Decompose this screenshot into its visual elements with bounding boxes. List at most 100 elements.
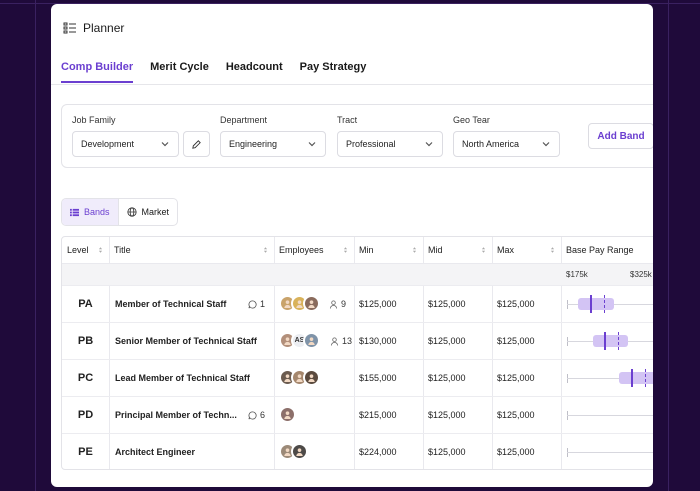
range-scale-row: $175k $325k (62, 264, 653, 285)
range-marker (589, 295, 592, 313)
min-cell: $155,000 (359, 373, 397, 383)
person-icon (284, 337, 291, 345)
table-row[interactable]: PE Architect Engineer $224,000 $125,000 $12… (62, 433, 653, 469)
add-band-button[interactable]: Add Band (588, 123, 653, 149)
employee-avatars[interactable] (279, 369, 320, 386)
header-base-pay-range: Base Pay Range (561, 237, 653, 263)
geo-tier-value: North America (462, 139, 520, 149)
range-tick-min: $175k (566, 270, 588, 279)
sort-icon (343, 247, 348, 253)
geo-tier-select[interactable]: North America (453, 131, 560, 157)
column-divider (274, 237, 275, 469)
header-level-label: Level (67, 245, 89, 255)
table-row[interactable]: PC Lead Member of Technical Staff $155,00… (62, 359, 653, 396)
person-icon (296, 448, 303, 456)
job-family-filter: Job Family Development (72, 115, 179, 157)
department-filter: Department Engineering (220, 115, 326, 157)
edit-job-family-button[interactable] (183, 131, 210, 157)
tab-merit-cycle[interactable]: Merit Cycle (150, 61, 209, 73)
title-cell[interactable]: Principal Member of Techn... (115, 410, 237, 420)
range-marker (630, 369, 633, 387)
avatar (279, 406, 296, 423)
column-divider (109, 237, 110, 469)
person-icon (308, 300, 315, 308)
level-cell: PE (78, 446, 93, 458)
max-cell: $125,000 (497, 447, 535, 457)
header-level[interactable]: Level (62, 237, 109, 263)
employee-avatars[interactable] (279, 443, 308, 460)
employee-avatars[interactable] (279, 295, 320, 312)
employee-count-value: 9 (341, 299, 347, 309)
range-track (567, 452, 653, 453)
chevron-down-icon (161, 142, 169, 147)
range-midpoint (604, 295, 606, 313)
bands-label: Bands (84, 207, 110, 217)
person-icon (284, 411, 291, 419)
tab-pay-strategy[interactable]: Pay Strategy (299, 61, 367, 73)
mid-cell: $125,000 (428, 373, 466, 383)
person-icon (284, 448, 291, 456)
table-row[interactable]: PB Senior Member of Technical Staff AS 13… (62, 322, 653, 359)
job-family-label: Job Family (72, 115, 116, 125)
market-toggle[interactable]: Market (117, 199, 178, 225)
planner-panel: Planner Comp Builder Merit Cycle Headcou… (51, 4, 653, 487)
header-divider (62, 263, 653, 264)
header-mid[interactable]: Mid (423, 237, 492, 263)
employee-count: 13 (330, 336, 352, 346)
list-icon (70, 208, 79, 216)
sort-icon (550, 247, 555, 253)
tab-bar: Comp Builder Merit Cycle Headcount Pay S… (61, 61, 366, 83)
comment-icon (248, 299, 257, 308)
chevron-down-icon (542, 142, 550, 147)
bands-toggle[interactable]: Bands (62, 199, 118, 225)
title-cell[interactable]: Architect Engineer (115, 447, 196, 457)
tab-comp-builder[interactable]: Comp Builder (61, 61, 134, 83)
title-cell[interactable]: Senior Member of Technical Staff (115, 336, 257, 346)
title-cell[interactable]: Lead Member of Technical Staff (115, 373, 250, 383)
max-cell: $125,000 (497, 373, 535, 383)
person-icon (308, 337, 315, 345)
tract-label: Tract (337, 115, 358, 125)
range-bar[interactable] (578, 298, 614, 310)
employee-count: 9 (329, 299, 346, 309)
person-icon (330, 336, 339, 346)
column-divider (423, 237, 424, 469)
header-employees[interactable]: Employees (274, 237, 354, 263)
department-select[interactable]: Engineering (220, 131, 326, 157)
job-family-value: Development (81, 139, 135, 149)
column-divider (561, 237, 562, 469)
app-header: Planner (63, 21, 124, 35)
employee-count-value: 13 (342, 336, 353, 346)
header-min[interactable]: Min (354, 237, 423, 263)
header-max[interactable]: Max (492, 237, 561, 263)
header-title[interactable]: Title (109, 237, 274, 263)
table-row[interactable]: PA Member of Technical Staff 1 9 $125,000 $… (62, 285, 653, 322)
person-icon (308, 374, 315, 382)
employee-avatars[interactable] (279, 406, 296, 423)
geo-tier-filter: Geo Tear North America (453, 115, 560, 157)
max-cell: $125,000 (497, 410, 535, 420)
globe-icon (126, 207, 137, 217)
level-cell: PA (78, 298, 93, 310)
tab-headcount[interactable]: Headcount (225, 61, 283, 73)
tract-select[interactable]: Professional (337, 131, 443, 157)
comment-count[interactable]: 6 (248, 410, 265, 420)
mid-cell: $125,000 (428, 299, 466, 309)
geo-tier-label: Geo Tear (453, 115, 490, 125)
header-min-label: Min (359, 245, 374, 255)
employee-avatars[interactable]: AS (279, 332, 320, 349)
person-icon (296, 374, 303, 382)
person-icon (296, 300, 303, 308)
range-bar[interactable] (619, 372, 653, 384)
tabs-divider (51, 84, 653, 85)
job-family-select[interactable]: Development (72, 131, 179, 157)
avatar (303, 332, 320, 349)
range-bar[interactable] (592, 335, 628, 347)
max-cell: $125,000 (497, 336, 535, 346)
sort-icon (263, 247, 268, 253)
table-row[interactable]: PD Principal Member of Techn... 6 $215,00… (62, 396, 653, 433)
comment-count[interactable]: 1 (248, 299, 265, 309)
person-icon (329, 299, 338, 309)
header-max-label: Max (497, 245, 515, 255)
title-cell[interactable]: Member of Technical Staff (115, 299, 227, 309)
